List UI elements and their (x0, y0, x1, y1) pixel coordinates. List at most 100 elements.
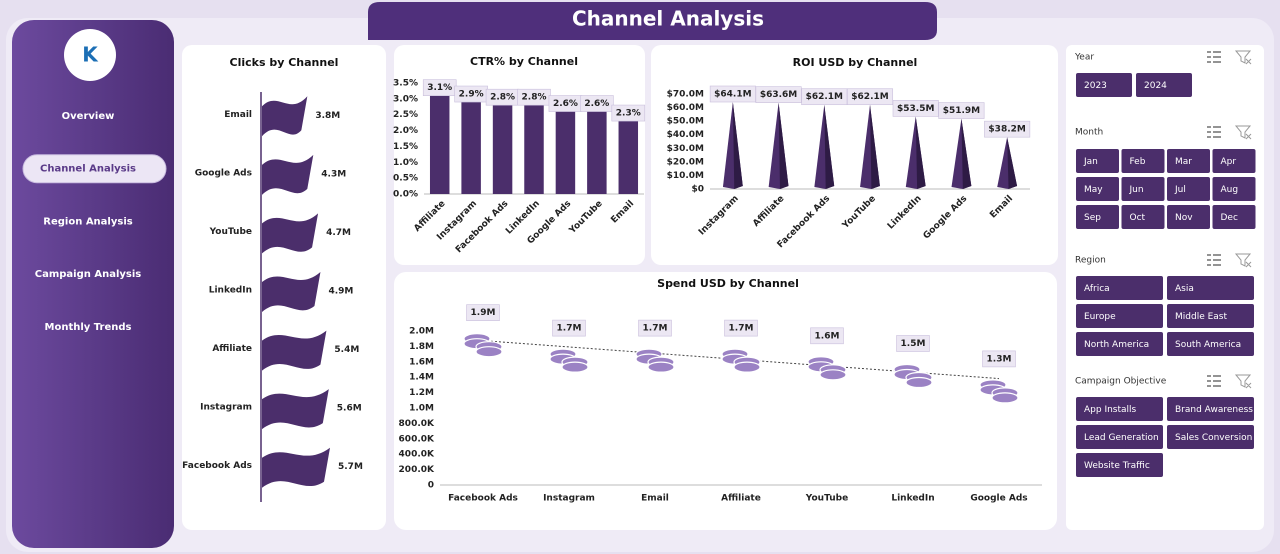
y-tick-label: 2.0% (393, 126, 418, 136)
multi-select-icon[interactable] (1207, 375, 1221, 387)
slicer-button[interactable] (1167, 177, 1210, 201)
value-label-box (846, 88, 894, 106)
value-label: 4.7M (326, 228, 351, 238)
slicer-button[interactable] (1167, 397, 1254, 421)
slicer-item[interactable]: Dec (1221, 213, 1238, 223)
slicer-item[interactable]: Apr (1221, 157, 1237, 167)
slicer-button[interactable] (1167, 149, 1210, 173)
slicer-button[interactable] (1167, 205, 1210, 229)
multi-select-icon[interactable] (1207, 51, 1221, 63)
slicer-button[interactable] (1167, 276, 1254, 300)
slicer-button[interactable] (1076, 425, 1163, 449)
slicer-item[interactable]: Europe (1084, 312, 1116, 322)
value-label: 1.7M (729, 324, 754, 334)
flag-bar (262, 389, 329, 430)
value-label: 3.8M (315, 111, 340, 121)
slicer-item[interactable]: Asia (1175, 284, 1194, 294)
slicer-item[interactable]: Oct (1130, 213, 1146, 223)
slicer-button[interactable] (1212, 149, 1256, 173)
value-label: 2.6% (584, 99, 609, 109)
slicer-item[interactable]: Website Traffic (1084, 461, 1150, 471)
slicer-item[interactable]: Feb (1130, 157, 1146, 167)
value-label: $53.5M (897, 104, 934, 114)
coin (475, 346, 503, 358)
y-tick-label: 0.0% (393, 190, 418, 200)
x-tick-label: Facebook Ads (448, 494, 518, 504)
slicer-item[interactable]: 2024 (1144, 81, 1167, 91)
y-tick-label: 0.5% (393, 174, 418, 184)
value-label: 1.9M (471, 308, 496, 318)
panel (651, 45, 1058, 265)
multi-select-icon[interactable] (1207, 254, 1221, 266)
clear-filter-icon[interactable] (1234, 374, 1252, 389)
value-label-box (552, 319, 586, 337)
slicer-item[interactable]: North America (1084, 340, 1149, 350)
nav-item[interactable]: Campaign Analysis (35, 269, 142, 280)
slicer-button[interactable] (1136, 73, 1192, 97)
slicer-button[interactable] (1076, 73, 1132, 97)
slicer-item[interactable]: Mar (1175, 157, 1192, 167)
slicer-item[interactable]: South America (1175, 340, 1241, 350)
slicer-item[interactable]: Aug (1221, 185, 1239, 195)
slicer-button[interactable] (1076, 205, 1119, 229)
x-tick-label: Google Ads (970, 494, 1027, 504)
slicer-button[interactable] (1076, 177, 1119, 201)
multi-select-icon[interactable] (1207, 126, 1221, 138)
slicer-button[interactable] (1121, 205, 1165, 229)
nav-item[interactable]: Monthly Trends (45, 322, 132, 333)
slicer-item[interactable]: 2023 (1084, 81, 1107, 91)
value-label-box (611, 104, 646, 122)
nav-item[interactable]: Channel Analysis (40, 164, 136, 175)
flag-bar (262, 213, 319, 254)
y-tick-label: 1.6M (409, 357, 434, 367)
nav-item[interactable]: Overview (62, 111, 115, 122)
slicer-button[interactable] (1076, 304, 1163, 328)
slicer-button[interactable] (1121, 177, 1165, 201)
category-label: YouTube (209, 227, 252, 237)
clear-filter-icon[interactable] (1234, 253, 1252, 268)
nav-item[interactable]: Region Analysis (43, 216, 132, 227)
slicer-button[interactable] (1212, 205, 1256, 229)
slicer-button[interactable] (1212, 177, 1256, 201)
slicer-button[interactable] (1167, 332, 1254, 356)
cone-shade (824, 104, 835, 189)
bar (524, 105, 544, 194)
cone-shade (778, 102, 789, 189)
slicer-item[interactable]: Nov (1175, 213, 1193, 223)
slicer-item[interactable]: Jul (1174, 185, 1186, 195)
coin-marker (463, 333, 503, 358)
slicer-button[interactable] (1076, 397, 1163, 421)
slicer-item[interactable]: Sep (1084, 213, 1101, 223)
slicer-item[interactable]: Jan (1083, 157, 1098, 167)
slicer-button[interactable] (1167, 425, 1254, 449)
slicer-item[interactable]: Brand Awareness (1175, 405, 1253, 415)
clear-filter-icon[interactable] (1234, 50, 1252, 65)
panel (394, 272, 1057, 530)
slicer-button[interactable] (1076, 149, 1119, 173)
value-label-box (724, 319, 758, 337)
nav-selected (22, 154, 167, 184)
slicer-item[interactable]: Africa (1084, 284, 1110, 294)
slicer-item[interactable]: App Installs (1084, 405, 1137, 415)
slicer-item[interactable]: Middle East (1175, 312, 1227, 322)
y-tick-label: 1.4M (409, 373, 434, 383)
slicer-button[interactable] (1076, 276, 1163, 300)
slicer-button[interactable] (1121, 149, 1165, 173)
logo (64, 29, 116, 81)
slicer-item[interactable]: Sales Conversion (1175, 433, 1252, 443)
y-tick-label: $40.0M (667, 130, 704, 140)
flag-bar (262, 330, 327, 371)
flag-bar (262, 447, 330, 488)
slicer-item[interactable]: May (1084, 185, 1103, 195)
slicer-button[interactable] (1076, 332, 1163, 356)
y-tick-label: 2.5% (393, 110, 418, 120)
slicer-item[interactable]: Lead Generation (1084, 433, 1159, 443)
slicer-button[interactable] (1167, 304, 1254, 328)
slicer-item[interactable]: Jun (1129, 185, 1144, 195)
slicer-button[interactable] (1076, 453, 1163, 477)
value-label-box (810, 327, 844, 345)
clear-filter-icon[interactable] (1234, 125, 1252, 140)
value-label: $63.6M (760, 90, 797, 100)
value-label: 5.6M (337, 404, 362, 414)
